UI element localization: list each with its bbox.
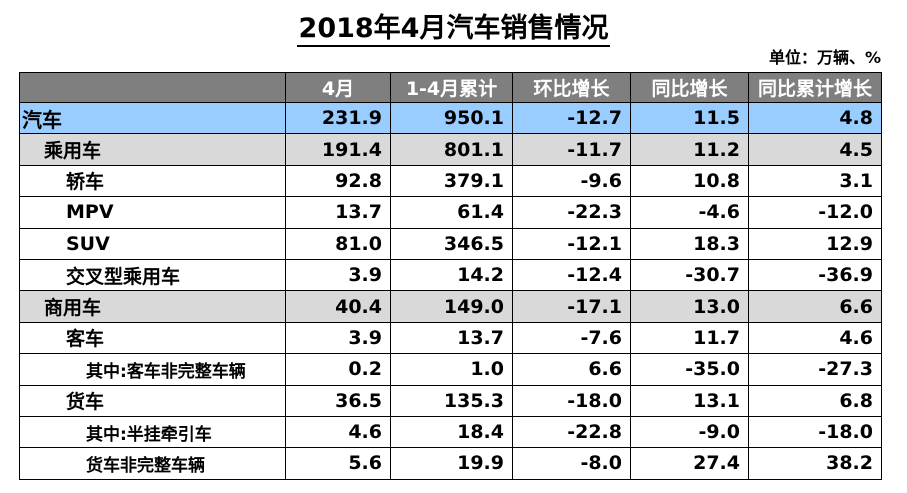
month-value: 40.4 xyxy=(285,290,391,323)
header-cell-name xyxy=(19,72,286,103)
mom-growth-value: -12.7 xyxy=(512,101,631,135)
yoy-ytd-growth-value: -27.3 xyxy=(748,353,882,386)
mom-growth-value: -7.6 xyxy=(512,321,631,355)
row-label: 其中:客车非完整车辆 xyxy=(19,353,286,386)
table-title-text: 2018年4月汽车销售情况 xyxy=(296,13,611,47)
yoy-ytd-growth-value: 38.2 xyxy=(748,447,882,480)
table-row: 其中:半挂牵引车 4.6 18.4 -22.8 -9.0 -18.0 xyxy=(19,415,882,449)
row-label: 客车 xyxy=(19,321,286,355)
ytd-value: 14.2 xyxy=(390,258,513,292)
yoy-ytd-growth-value: 6.6 xyxy=(748,290,882,323)
mom-growth-value: -9.6 xyxy=(512,164,631,198)
mom-growth-value: -17.1 xyxy=(512,290,631,323)
table-row: 汽车 231.9 950.1 -12.7 11.5 4.8 xyxy=(19,101,882,135)
row-label: 交叉型乘用车 xyxy=(19,258,286,292)
month-value: 4.6 xyxy=(285,415,391,449)
table-body: 汽车 231.9 950.1 -12.7 11.5 4.8 乘用车 191.4 801.1 -11… xyxy=(19,101,882,480)
yoy-growth-value: 10.8 xyxy=(630,164,749,198)
month-value: 92.8 xyxy=(285,164,391,198)
table-row: MPV 13.7 61.4 -22.3 -4.6 -12.0 xyxy=(19,196,882,229)
row-label: 货车非完整车辆 xyxy=(19,447,286,480)
ytd-value: 18.4 xyxy=(390,415,513,449)
table-row: 货车非完整车辆 5.6 19.9 -8.0 27.4 38.2 xyxy=(19,447,882,480)
unit-note: 单位：万辆、% xyxy=(768,48,881,67)
row-label: 轿车 xyxy=(19,164,286,198)
header-cell-ytd: 1-4月累计 xyxy=(390,72,513,103)
mom-growth-value: -12.1 xyxy=(512,227,631,260)
month-value: 13.7 xyxy=(285,196,391,229)
table-row: 轿车 92.8 379.1 -9.6 10.8 3.1 xyxy=(19,164,882,198)
yoy-ytd-growth-value: 4.8 xyxy=(748,101,882,135)
month-value: 191.4 xyxy=(285,133,391,166)
row-label: 商用车 xyxy=(19,290,286,323)
yoy-growth-value: 18.3 xyxy=(630,227,749,260)
ytd-value: 379.1 xyxy=(390,164,513,198)
month-value: 3.9 xyxy=(285,321,391,355)
mom-growth-value: -8.0 xyxy=(512,447,631,480)
yoy-growth-value: -4.6 xyxy=(630,196,749,229)
ytd-value: 61.4 xyxy=(390,196,513,229)
yoy-ytd-growth-value: 6.8 xyxy=(748,384,882,417)
mom-growth-value: -22.8 xyxy=(512,415,631,449)
yoy-ytd-growth-value: -12.0 xyxy=(748,196,882,229)
ytd-value: 149.0 xyxy=(390,290,513,323)
mom-growth-value: -12.4 xyxy=(512,258,631,292)
table-row: 交叉型乘用车 3.9 14.2 -12.4 -30.7 -36.9 xyxy=(19,258,882,292)
table-row: 货车 36.5 135.3 -18.0 13.1 6.8 xyxy=(19,384,882,417)
sales-table: 4月 1-4月累计 环比增长 同比增长 同比累计增长 汽车 231.9 950.1-… xyxy=(19,72,882,480)
row-label: 乘用车 xyxy=(19,133,286,166)
mom-growth-value: 6.6 xyxy=(512,353,631,386)
mom-growth-value: -11.7 xyxy=(512,133,631,166)
yoy-growth-value: -30.7 xyxy=(630,258,749,292)
yoy-growth-value: -35.0 xyxy=(630,353,749,386)
mom-growth-value: -22.3 xyxy=(512,196,631,229)
month-value: 5.6 xyxy=(285,447,391,480)
month-value: 81.0 xyxy=(285,227,391,260)
row-label: 其中:半挂牵引车 xyxy=(19,415,286,449)
row-label: 汽车 xyxy=(19,101,286,135)
table-row: 商用车 40.4 149.0 -17.1 13.0 6.6 xyxy=(19,290,882,323)
header-cell-yoy-ytd: 同比累计增长 xyxy=(748,72,882,103)
yoy-ytd-growth-value: -36.9 xyxy=(748,258,882,292)
table-title: 2018年4月汽车销售情况 xyxy=(0,6,907,47)
month-value: 36.5 xyxy=(285,384,391,417)
header-cell-month: 4月 xyxy=(285,72,391,103)
ytd-value: 950.1 xyxy=(390,101,513,135)
header-row: 4月 1-4月累计 环比增长 同比增长 同比累计增长 xyxy=(19,72,882,103)
month-value: 3.9 xyxy=(285,258,391,292)
ytd-value: 19.9 xyxy=(390,447,513,480)
yoy-growth-value: 27.4 xyxy=(630,447,749,480)
table-row: 乘用车 191.4 801.1 -11.7 11.2 4.5 xyxy=(19,133,882,166)
table-row: 客车 3.9 13.7 -7.6 11.7 4.6 xyxy=(19,321,882,355)
row-label: SUV xyxy=(19,227,286,260)
yoy-ytd-growth-value: -18.0 xyxy=(748,415,882,449)
yoy-growth-value: 11.7 xyxy=(630,321,749,355)
month-value: 0.2 xyxy=(285,353,391,386)
yoy-growth-value: -9.0 xyxy=(630,415,749,449)
month-value: 231.9 xyxy=(285,101,391,135)
table-row: 其中:客车非完整车辆 0.2 1.0 6.6 -35.0 -27.3 xyxy=(19,353,882,386)
yoy-growth-value: 11.5 xyxy=(630,101,749,135)
yoy-ytd-growth-value: 12.9 xyxy=(748,227,882,260)
yoy-ytd-growth-value: 4.6 xyxy=(748,321,882,355)
row-label: MPV xyxy=(19,196,286,229)
yoy-growth-value: 13.1 xyxy=(630,384,749,417)
row-label: 货车 xyxy=(19,384,286,417)
yoy-growth-value: 13.0 xyxy=(630,290,749,323)
ytd-value: 13.7 xyxy=(390,321,513,355)
yoy-growth-value: 11.2 xyxy=(630,133,749,166)
header-cell-yoy: 同比增长 xyxy=(630,72,749,103)
table-row: SUV 81.0 346.5 -12.1 18.3 12.9 xyxy=(19,227,882,260)
yoy-ytd-growth-value: 4.5 xyxy=(748,133,882,166)
ytd-value: 801.1 xyxy=(390,133,513,166)
yoy-ytd-growth-value: 3.1 xyxy=(748,164,882,198)
ytd-value: 135.3 xyxy=(390,384,513,417)
ytd-value: 1.0 xyxy=(390,353,513,386)
header-cell-mom: 环比增长 xyxy=(512,72,631,103)
mom-growth-value: -18.0 xyxy=(512,384,631,417)
ytd-value: 346.5 xyxy=(390,227,513,260)
